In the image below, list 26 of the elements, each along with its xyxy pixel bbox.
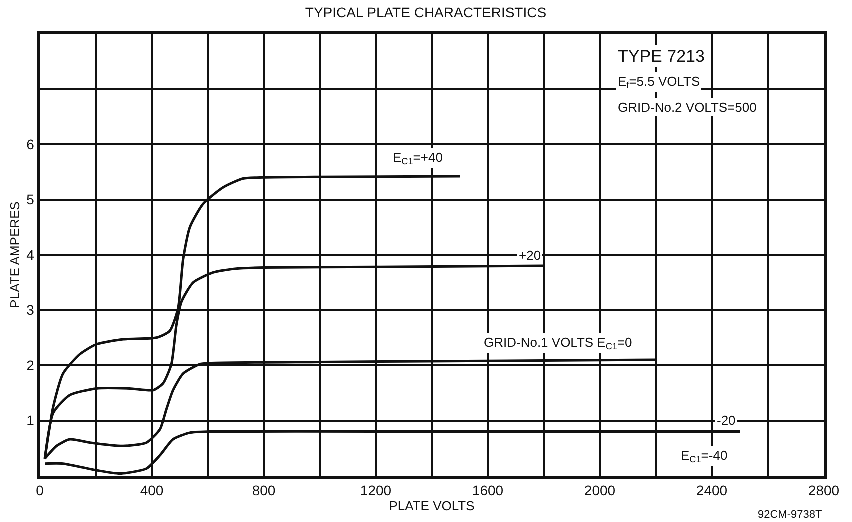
annotation: GRID-No.1 VOLTS E$_{C1}$=0 xyxy=(484,335,632,352)
x-tick-label: 400 xyxy=(140,482,164,499)
y-tick-label: 4 xyxy=(26,246,35,263)
annotation: TYPE 7213 xyxy=(618,47,705,66)
x-tick-label: 1600 xyxy=(472,482,504,499)
y-axis-title: PLATE AMPERES xyxy=(8,201,23,308)
annotation: -20 xyxy=(717,413,736,428)
chart-title: TYPICAL PLATE CHARACTERISTICS xyxy=(305,4,547,21)
annotation: E$_{f}$=5.5 VOLTS xyxy=(618,74,700,91)
x-tick-label: 800 xyxy=(252,482,276,499)
x-tick-label: 2000 xyxy=(584,482,616,499)
annotation: GRID-No.2 VOLTS=500 xyxy=(618,100,757,115)
x-tick-label: 2800 xyxy=(808,482,840,499)
y-tick-label: 6 xyxy=(26,136,35,152)
annotation: E$_{C1}$=-40 xyxy=(681,448,728,465)
x-tick-label: 2400 xyxy=(696,482,728,499)
y-tick-label: 1 xyxy=(26,412,35,429)
y-tick-label: 3 xyxy=(26,302,35,318)
annotation: E$_{C1}$=+40 xyxy=(393,150,443,167)
x-axis-title: PLATE VOLTS xyxy=(389,498,476,514)
text: 92CM-9738T xyxy=(758,509,822,521)
annotation: +20 xyxy=(519,248,542,263)
y-tick-label: 5 xyxy=(26,192,35,208)
y-tick-label: 2 xyxy=(26,357,35,374)
x-tick-label: 1200 xyxy=(360,482,392,499)
x-tick-label: 0 xyxy=(36,482,44,499)
